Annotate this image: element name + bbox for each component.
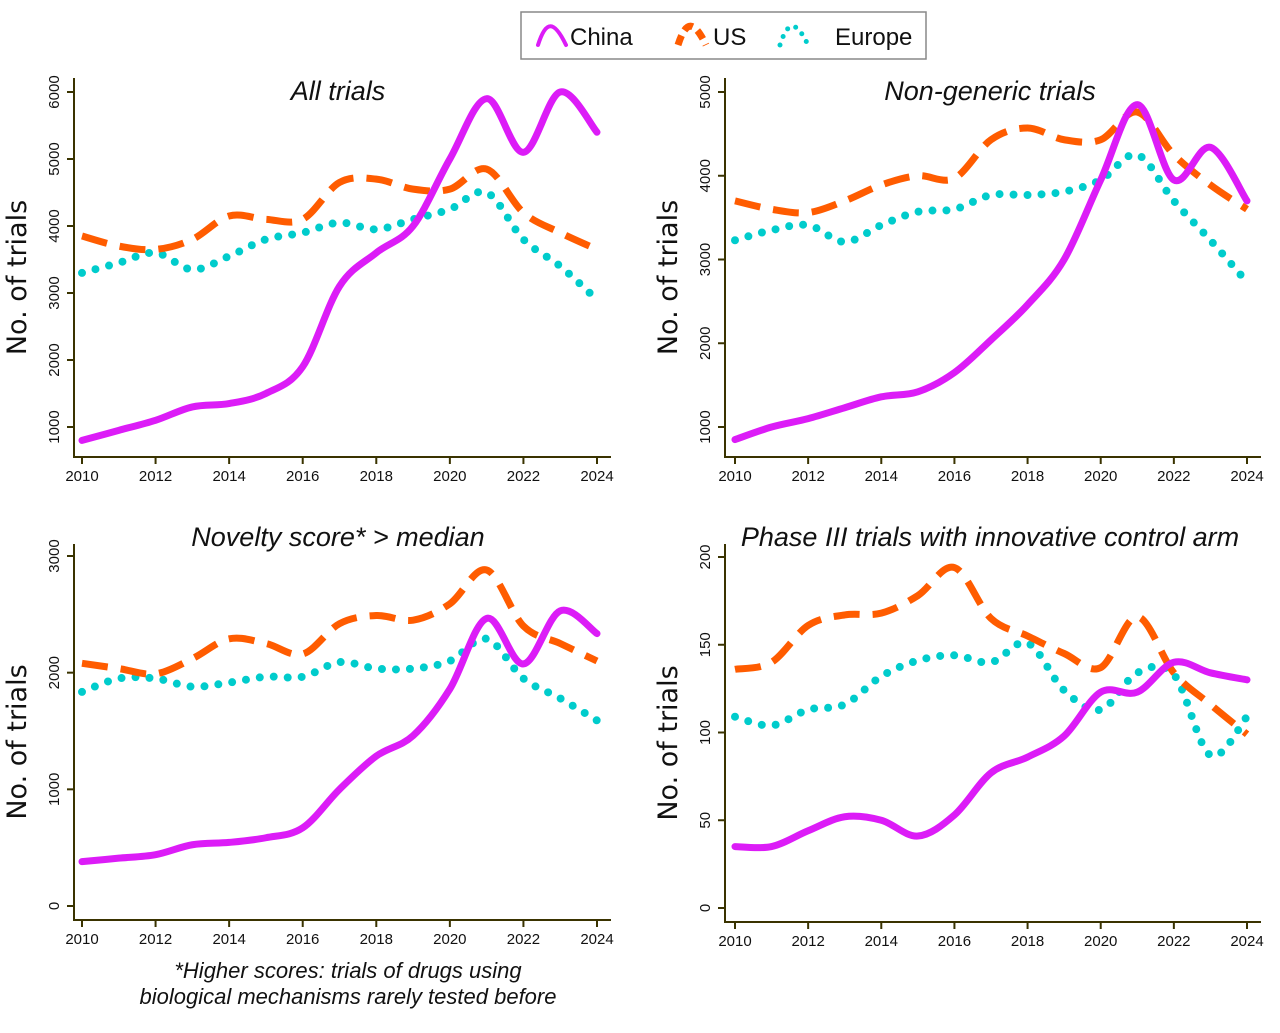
legend-swatch-china bbox=[536, 24, 568, 47]
legend-swatch-europe bbox=[777, 23, 811, 48]
series-line-europe bbox=[731, 150, 1251, 287]
x-tick-label: 2022 bbox=[1157, 933, 1190, 950]
x-tick-label: 2022 bbox=[1157, 468, 1190, 485]
y-tick-label: 6000 bbox=[46, 75, 63, 108]
x-tick-label: 2024 bbox=[580, 931, 613, 948]
y-axis-label: No. of trials bbox=[2, 200, 33, 355]
chart-panel-1: 1000 2000 3000 4000 5000 6000 2010 2012 2014 2016… bbox=[2, 75, 614, 485]
x-tick-label: 2016 bbox=[938, 933, 971, 950]
legend-label-us: US bbox=[713, 24, 746, 51]
y-tick-label: 3000 bbox=[46, 276, 63, 309]
x-tick-label: 2016 bbox=[938, 468, 971, 485]
chart-panel-3: 0 1000 2000 3000 2010 2012 2014 2016 2018 2020 202… bbox=[2, 522, 614, 948]
y-tick-label: 5000 bbox=[46, 142, 63, 175]
panel-title: All trials bbox=[289, 76, 386, 106]
footnote-line: *Higher scores: trials of drugs using bbox=[174, 958, 522, 983]
series-line-us bbox=[81, 165, 599, 254]
y-tick-label: 4000 bbox=[46, 209, 63, 242]
x-tick-label: 2016 bbox=[286, 931, 319, 948]
x-tick-label: 2014 bbox=[212, 931, 245, 948]
y-tick-label: 200 bbox=[697, 544, 714, 569]
series-line-china bbox=[731, 101, 1251, 444]
x-tick-label: 2022 bbox=[507, 468, 540, 485]
x-tick-label: 2024 bbox=[1230, 933, 1263, 950]
x-tick-label: 2018 bbox=[360, 468, 393, 485]
series-line-us bbox=[81, 566, 599, 678]
x-tick-label: 2020 bbox=[1084, 468, 1117, 485]
x-tick-label: 2010 bbox=[65, 468, 98, 485]
y-tick-label: 4000 bbox=[697, 159, 714, 192]
legend-label-europe: Europe bbox=[835, 24, 912, 51]
series-line-us bbox=[734, 108, 1249, 217]
x-tick-label: 2020 bbox=[433, 468, 466, 485]
series-line-us bbox=[734, 563, 1250, 737]
x-tick-label: 2014 bbox=[865, 933, 898, 950]
legend-swatch-us bbox=[674, 22, 710, 47]
y-tick-label: 50 bbox=[697, 812, 714, 829]
y-axis-label: No. of trials bbox=[653, 665, 684, 820]
chart-panel-2: 1000 2000 3000 4000 5000 2010 2012 2014 2016 2018… bbox=[653, 75, 1264, 485]
x-tick-label: 2020 bbox=[433, 931, 466, 948]
panel-title: Phase III trials with innovative control… bbox=[741, 522, 1239, 552]
y-axis-label: No. of trials bbox=[653, 200, 684, 355]
series-line-china bbox=[78, 606, 601, 866]
y-tick-label: 1000 bbox=[697, 410, 714, 443]
y-tick-label: 2000 bbox=[46, 656, 63, 689]
series-line-europe bbox=[78, 634, 601, 725]
y-tick-label: 0 bbox=[697, 904, 714, 912]
y-tick-label: 0 bbox=[46, 902, 63, 910]
x-tick-label: 2010 bbox=[718, 933, 751, 950]
panel-title: Non-generic trials bbox=[884, 76, 1096, 106]
panel-title: Novelty score* > median bbox=[191, 522, 484, 552]
legend-label-china: China bbox=[570, 24, 633, 51]
x-tick-label: 2012 bbox=[791, 933, 824, 950]
y-tick-label: 150 bbox=[697, 632, 714, 657]
y-tick-label: 100 bbox=[697, 720, 714, 745]
y-tick-label: 3000 bbox=[697, 243, 714, 276]
x-tick-label: 2024 bbox=[580, 468, 613, 485]
chart-panel-4: 0 50 100 150 200 2010 2012 2014 2016 2018 2020 2022… bbox=[653, 522, 1264, 950]
y-tick-label: 3000 bbox=[46, 539, 63, 572]
y-tick-label: 2000 bbox=[46, 343, 63, 376]
x-tick-label: 2010 bbox=[65, 931, 98, 948]
series-line-europe bbox=[731, 638, 1251, 760]
legend: China US Europe bbox=[520, 11, 927, 60]
y-axis-label: No. of trials bbox=[2, 664, 33, 819]
x-tick-label: 2014 bbox=[212, 468, 245, 485]
legend-box bbox=[520, 11, 927, 60]
x-tick-label: 2018 bbox=[1011, 468, 1044, 485]
y-tick-label: 1000 bbox=[46, 410, 63, 443]
x-tick-label: 2022 bbox=[507, 931, 540, 948]
footnote-line: biological mechanisms rarely tested befo… bbox=[140, 984, 557, 1009]
x-tick-label: 2016 bbox=[286, 468, 319, 485]
x-tick-label: 2010 bbox=[718, 468, 751, 485]
y-tick-label: 1000 bbox=[46, 773, 63, 806]
x-tick-label: 2012 bbox=[139, 468, 172, 485]
x-tick-label: 2018 bbox=[360, 931, 393, 948]
x-tick-label: 2012 bbox=[139, 931, 172, 948]
x-tick-label: 2024 bbox=[1230, 468, 1263, 485]
x-tick-label: 2012 bbox=[791, 468, 824, 485]
series-line-china bbox=[78, 88, 601, 444]
y-tick-label: 2000 bbox=[697, 327, 714, 360]
x-tick-label: 2014 bbox=[865, 468, 898, 485]
series-line-china bbox=[731, 658, 1251, 852]
x-tick-label: 2020 bbox=[1084, 933, 1117, 950]
y-tick-label: 5000 bbox=[697, 75, 714, 108]
x-tick-label: 2018 bbox=[1011, 933, 1044, 950]
